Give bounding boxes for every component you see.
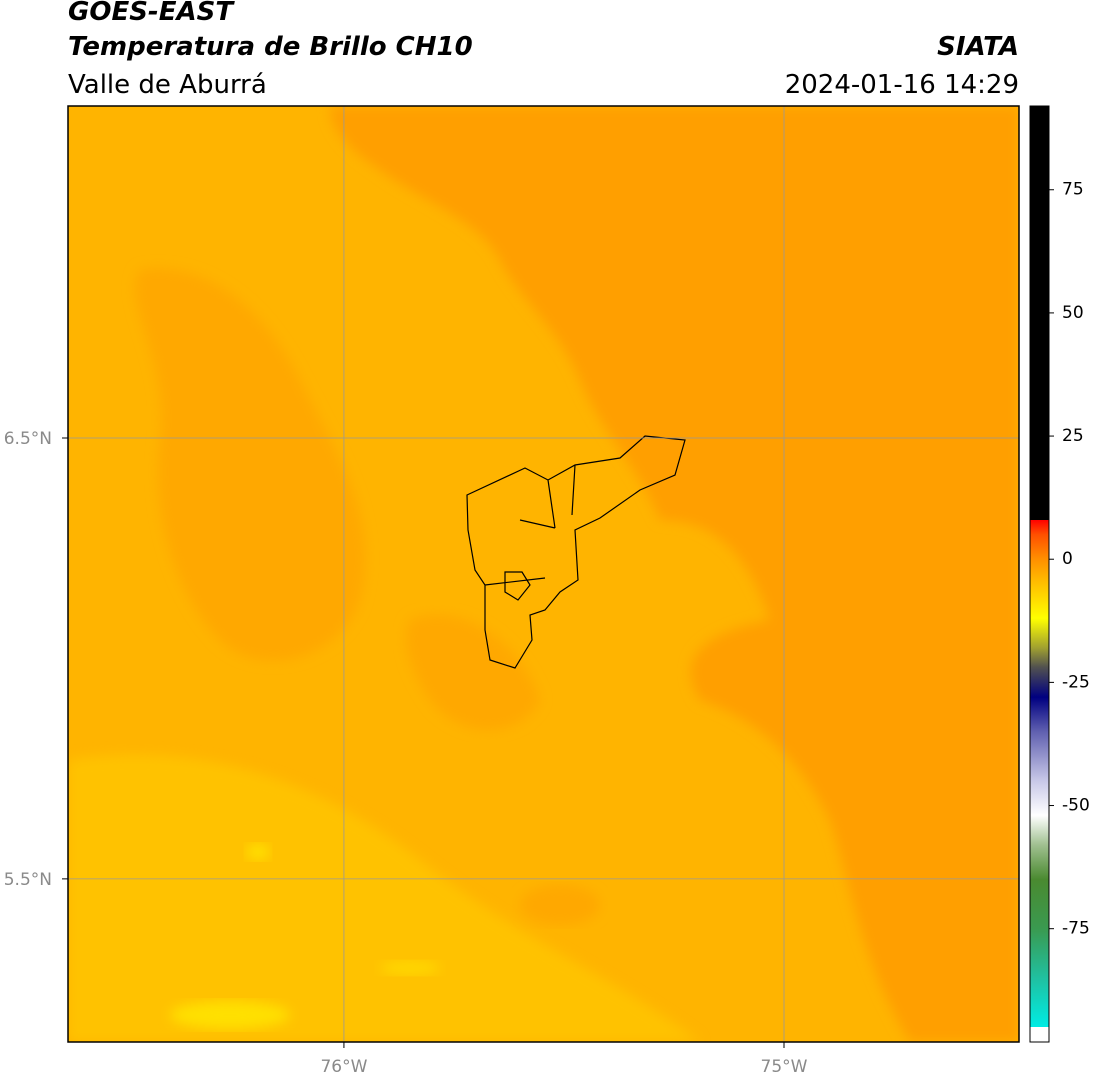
colorbar-label: 75 (1062, 180, 1084, 200)
colorbar-label: 25 (1062, 426, 1084, 446)
map-field (68, 106, 1019, 1042)
colorbar (1029, 105, 1050, 1043)
field-warm (330, 106, 1019, 1042)
field-patch (135, 268, 366, 661)
colorbar-label: 0 (1062, 549, 1073, 569)
field-spot (246, 844, 270, 860)
lat-label: 5.5°N (4, 870, 52, 890)
colorbar-label: -75 (1062, 919, 1090, 939)
colorbar-label: 50 (1062, 303, 1084, 323)
field-spot (380, 961, 440, 975)
field-spot (170, 1001, 290, 1029)
subtitle: Temperatura de Brillo CH10 (68, 32, 473, 62)
datetime: 2024-01-16 14:29 (785, 70, 1019, 100)
field-cool (68, 754, 700, 1042)
source: SIATA (937, 32, 1019, 62)
lon-label: 75°W (761, 1057, 808, 1077)
colorbar-label: -25 (1062, 672, 1090, 692)
region: Valle de Aburrá (68, 70, 267, 100)
municipal-boundaries (466, 435, 686, 669)
lon-label: 76°W (320, 1057, 367, 1077)
field-patch (406, 614, 540, 730)
colorbar-label: -50 (1062, 796, 1090, 816)
title: GOES-EAST (68, 0, 235, 27)
field-patch (520, 885, 600, 925)
lat-label: 6.5°N (4, 429, 52, 449)
map-frame (67, 105, 1020, 1043)
